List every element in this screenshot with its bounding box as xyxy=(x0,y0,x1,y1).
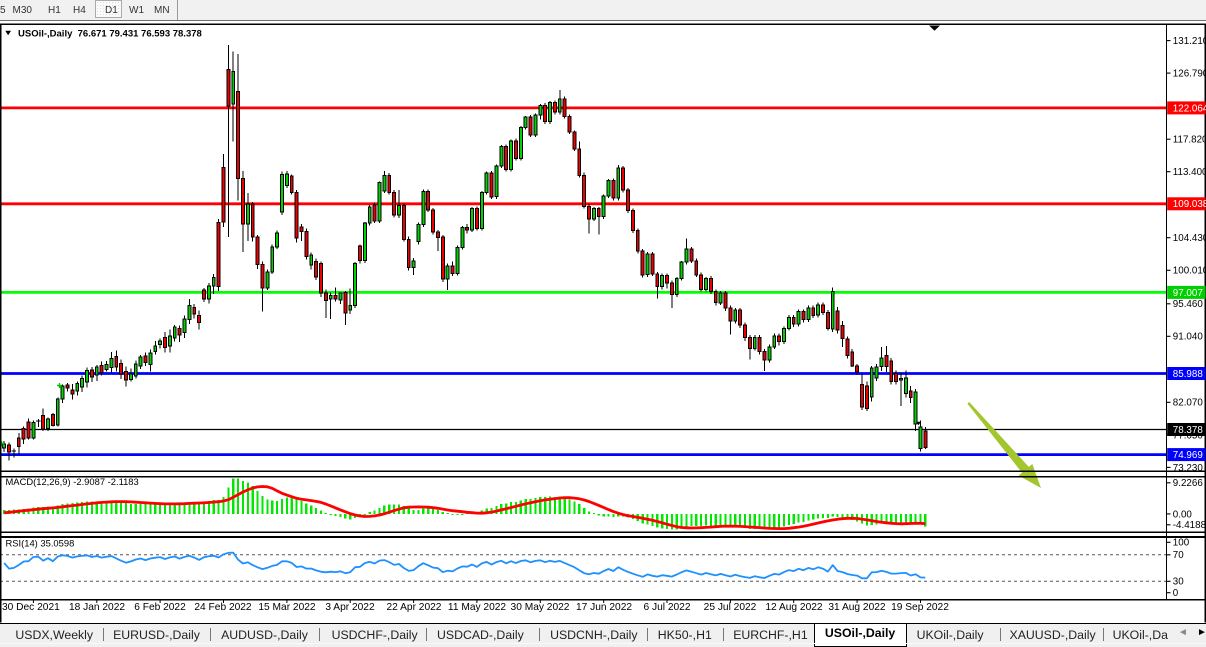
svg-text:100: 100 xyxy=(1173,538,1190,549)
svg-text:100.010: 100.010 xyxy=(1173,266,1206,277)
svg-text:11 May 2022: 11 May 2022 xyxy=(448,602,506,613)
svg-text:78.378: 78.378 xyxy=(1173,425,1204,436)
svg-text:0: 0 xyxy=(1173,588,1179,599)
svg-text:70: 70 xyxy=(1173,550,1184,561)
svg-text:9.2266: 9.2266 xyxy=(1173,478,1204,489)
svg-text:12 Aug 2022: 12 Aug 2022 xyxy=(765,602,823,613)
svg-text:91.040: 91.040 xyxy=(1173,332,1204,343)
svg-text:17 Jun 2022: 17 Jun 2022 xyxy=(576,602,632,613)
svg-text:0.00: 0.00 xyxy=(1173,509,1193,520)
svg-text:3 Apr 2022: 3 Apr 2022 xyxy=(325,602,375,613)
svg-text:22 Apr 2022: 22 Apr 2022 xyxy=(387,602,442,613)
svg-text:-4.4188: -4.4188 xyxy=(1173,520,1206,531)
svg-text:109.038: 109.038 xyxy=(1173,199,1206,210)
svg-text:30: 30 xyxy=(1173,577,1184,588)
svg-text:73.230: 73.230 xyxy=(1173,463,1204,474)
svg-text:30 May 2022: 30 May 2022 xyxy=(511,602,570,613)
svg-text:USOil-,Daily 76.671 79.431 76: USOil-,Daily 76.671 79.431 76.593 78.378 xyxy=(18,29,202,40)
svg-text:117.820: 117.820 xyxy=(1173,135,1206,146)
svg-text:6 Feb 2022: 6 Feb 2022 xyxy=(134,602,186,613)
svg-text:126.790: 126.790 xyxy=(1173,69,1206,80)
svg-text:104.430: 104.430 xyxy=(1173,233,1206,244)
svg-text:15 Mar 2022: 15 Mar 2022 xyxy=(258,602,316,613)
svg-text:74.969: 74.969 xyxy=(1173,450,1203,461)
svg-text:82.070: 82.070 xyxy=(1173,398,1204,409)
svg-text:18 Jan 2022: 18 Jan 2022 xyxy=(69,602,125,613)
svg-text:25 Jul 2022: 25 Jul 2022 xyxy=(704,602,757,613)
svg-text:19 Sep 2022: 19 Sep 2022 xyxy=(891,602,949,613)
svg-text:131.210: 131.210 xyxy=(1173,36,1206,47)
svg-text:30 Dec 2021: 30 Dec 2021 xyxy=(2,602,60,613)
svg-text:113.400: 113.400 xyxy=(1173,167,1206,178)
svg-text:31 Aug 2022: 31 Aug 2022 xyxy=(828,602,886,613)
svg-text:85.988: 85.988 xyxy=(1173,369,1204,380)
svg-text:6 Jul 2022: 6 Jul 2022 xyxy=(643,602,690,613)
svg-text:122.064: 122.064 xyxy=(1173,103,1206,114)
svg-text:24 Feb 2022: 24 Feb 2022 xyxy=(194,602,252,613)
svg-text:97.007: 97.007 xyxy=(1173,288,1203,299)
svg-text:RSI(14) 35.0598: RSI(14) 35.0598 xyxy=(6,538,75,549)
svg-text:95.460: 95.460 xyxy=(1173,299,1204,310)
svg-text:MACD(12,26,9) -2.9087 -2.1183: MACD(12,26,9) -2.9087 -2.1183 xyxy=(6,476,139,487)
